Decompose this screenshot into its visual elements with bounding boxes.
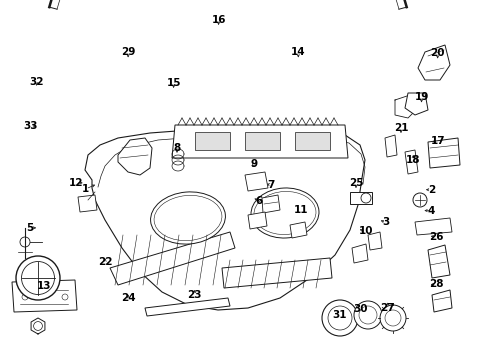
Bar xyxy=(195,132,229,150)
Polygon shape xyxy=(384,135,396,157)
Polygon shape xyxy=(427,245,449,278)
Text: 1: 1 xyxy=(82,184,89,194)
Text: 17: 17 xyxy=(429,136,444,147)
Polygon shape xyxy=(222,258,331,288)
Text: 19: 19 xyxy=(413,92,428,102)
Text: 25: 25 xyxy=(348,178,363,188)
Text: 33: 33 xyxy=(23,121,38,131)
Polygon shape xyxy=(78,195,97,212)
Circle shape xyxy=(20,237,30,247)
Text: 31: 31 xyxy=(332,310,346,320)
Text: 24: 24 xyxy=(121,293,135,303)
Text: 18: 18 xyxy=(405,155,420,165)
Text: 27: 27 xyxy=(380,303,394,313)
Text: 30: 30 xyxy=(353,304,367,314)
Text: 7: 7 xyxy=(267,180,275,190)
Ellipse shape xyxy=(250,188,318,238)
Text: 14: 14 xyxy=(290,47,305,57)
Polygon shape xyxy=(110,232,235,285)
Text: 32: 32 xyxy=(29,77,44,87)
Text: 28: 28 xyxy=(428,279,443,289)
Polygon shape xyxy=(247,212,266,229)
Circle shape xyxy=(353,301,381,329)
Text: 11: 11 xyxy=(293,204,307,215)
Polygon shape xyxy=(417,45,449,80)
Circle shape xyxy=(360,193,370,203)
Text: 9: 9 xyxy=(250,159,257,169)
Polygon shape xyxy=(118,138,152,175)
Text: 23: 23 xyxy=(187,290,202,300)
Polygon shape xyxy=(172,125,347,158)
Bar xyxy=(349,192,371,204)
Bar xyxy=(244,132,280,150)
Circle shape xyxy=(321,300,357,336)
Text: 15: 15 xyxy=(166,78,181,88)
Text: 21: 21 xyxy=(393,123,407,133)
Polygon shape xyxy=(289,222,306,238)
Text: 26: 26 xyxy=(428,232,443,242)
Text: 4: 4 xyxy=(427,206,434,216)
Bar xyxy=(294,132,329,150)
Polygon shape xyxy=(262,195,280,213)
Polygon shape xyxy=(404,150,417,174)
Polygon shape xyxy=(427,138,459,168)
Polygon shape xyxy=(12,280,77,312)
Text: 3: 3 xyxy=(382,217,389,228)
Text: 12: 12 xyxy=(68,178,83,188)
Text: 16: 16 xyxy=(211,15,225,25)
Ellipse shape xyxy=(150,192,225,244)
Polygon shape xyxy=(145,298,229,316)
Polygon shape xyxy=(404,93,427,115)
Polygon shape xyxy=(85,128,364,310)
Text: 10: 10 xyxy=(358,226,372,237)
Polygon shape xyxy=(244,172,267,191)
Text: 13: 13 xyxy=(37,281,51,291)
Text: 8: 8 xyxy=(173,143,180,153)
Polygon shape xyxy=(431,290,451,312)
Text: 22: 22 xyxy=(98,257,112,267)
Text: 20: 20 xyxy=(429,48,444,58)
Polygon shape xyxy=(414,218,451,235)
Text: 29: 29 xyxy=(121,47,135,57)
Text: 6: 6 xyxy=(255,196,262,206)
Polygon shape xyxy=(351,244,367,263)
Circle shape xyxy=(412,193,426,207)
Circle shape xyxy=(16,256,60,300)
Polygon shape xyxy=(367,232,381,250)
Text: 5: 5 xyxy=(26,223,33,233)
Text: 2: 2 xyxy=(427,185,434,195)
Circle shape xyxy=(379,305,405,331)
